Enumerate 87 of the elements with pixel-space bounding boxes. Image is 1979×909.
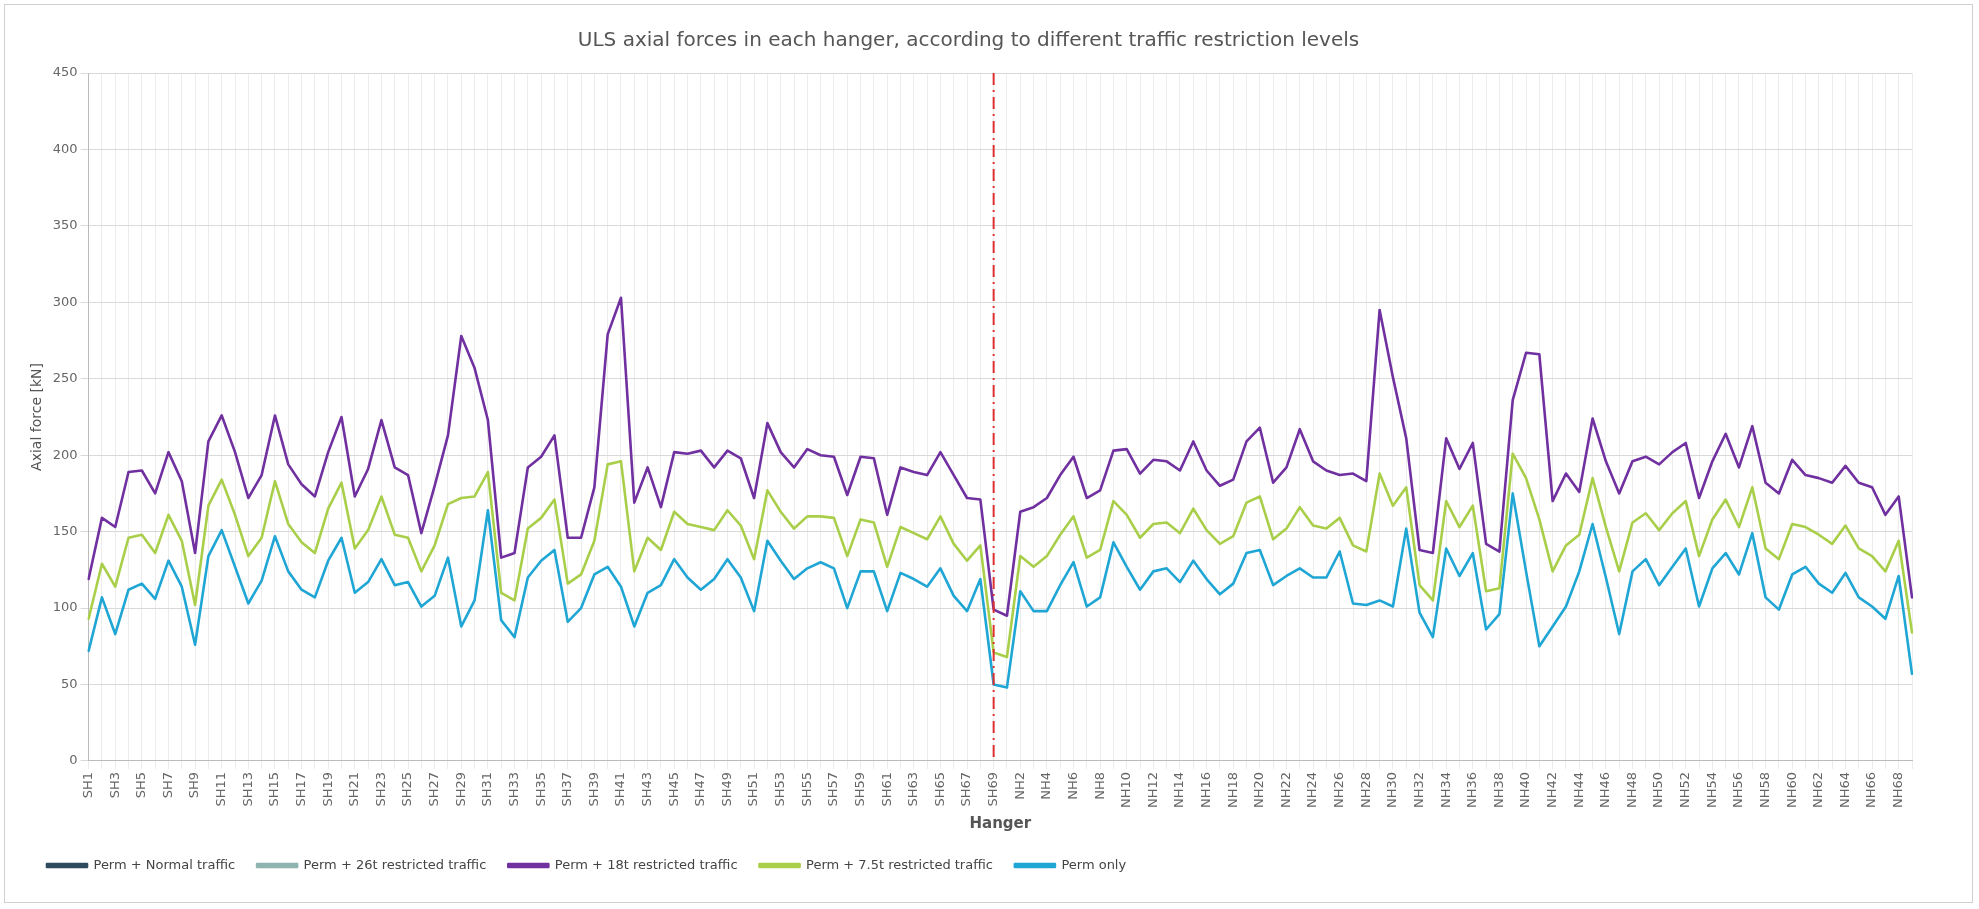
x-tick-label: SH23 [372,771,388,807]
x-tick-label: NH44 [1570,771,1586,808]
x-tick-label: NH48 [1623,771,1639,808]
x-tick-label: NH14 [1171,771,1187,808]
x-tick-label: NH60 [1783,771,1799,808]
y-tick-label: 450 [52,64,78,80]
x-tick-label: SH25 [399,771,415,807]
y-tick-label: 100 [52,599,78,615]
y-tick-label: 150 [52,523,78,539]
x-tick-label: NH36 [1464,771,1480,808]
x-tick-label: NH30 [1384,771,1400,808]
x-tick-label: SH67 [958,771,974,807]
x-tick-label: SH3 [106,771,122,799]
x-tick-label: SH29 [452,771,468,807]
y-tick-label: 50 [61,675,78,691]
x-tick-label: SH15 [266,771,282,807]
x-tick-label: NH62 [1810,771,1826,808]
y-axis-title: Axial force [kN] [28,363,45,471]
x-axis-title: Hanger [969,813,1032,832]
x-tick-label: NH40 [1517,771,1533,808]
x-tick-label: SH7 [159,771,175,799]
x-tick-label: NH12 [1144,771,1160,808]
x-tick-label: NH24 [1304,771,1320,808]
x-tick-label: NH28 [1357,771,1373,808]
x-tick-label: NH42 [1544,771,1560,808]
x-tick-label: SH37 [559,771,575,807]
x-tick-label: SH47 [692,771,708,807]
x-tick-label: NH16 [1197,771,1213,808]
x-tick-label: SH69 [985,771,1001,807]
x-tick-label: NH68 [1890,771,1906,808]
x-tick-label: NH10 [1118,771,1134,808]
x-tick-label: NH64 [1836,771,1852,808]
x-tick-label: SH65 [931,771,947,807]
x-tick-label: SH19 [319,771,335,807]
y-tick-label: 400 [52,140,78,156]
legend-label: Perm + 7.5t restricted traffic [806,856,993,872]
y-tick-label: 300 [52,293,78,309]
x-tick-label: NH2 [1011,771,1027,800]
y-tick-label: 350 [52,217,78,233]
x-tick-label: SH17 [292,771,308,807]
x-tick-label: SH43 [638,771,654,807]
x-tick-label: SH61 [878,771,894,807]
x-tick-label: NH54 [1703,771,1719,808]
y-tick-label: 0 [69,752,78,768]
x-tick-label: SH35 [532,771,548,807]
x-tick-label: NH52 [1677,771,1693,808]
x-tick-label: NH46 [1597,771,1613,808]
x-tick-label: SH11 [213,771,229,807]
legend-label: Perm + 26t restricted traffic [303,856,487,872]
x-tick-label: SH33 [505,771,521,807]
x-tick-label: NH56 [1730,771,1746,808]
x-tick-label: SH53 [772,771,788,807]
legend-label: Perm only [1061,856,1127,872]
x-tick-label: SH55 [798,771,814,807]
x-tick-label: SH49 [718,771,734,807]
x-tick-label: SH45 [665,771,681,807]
x-tick-label: NH8 [1091,771,1107,800]
y-tick-label: 250 [52,370,78,386]
x-tick-label: NH20 [1251,771,1267,808]
x-tick-label: NH6 [1064,771,1080,800]
x-tick-label: NH66 [1863,771,1879,808]
x-tick-label: NH34 [1437,771,1453,808]
x-tick-label: SH31 [479,771,495,807]
x-tick-label: NH38 [1490,771,1506,808]
x-tick-label: SH5 [133,771,149,799]
x-tick-label: SH63 [905,771,921,807]
x-tick-label: SH59 [851,771,867,807]
x-tick-label: SH27 [426,771,442,807]
chart-title: ULS axial forces in each hanger, according to different traffic restriction levels [577,27,1360,52]
x-tick-label: SH57 [825,771,841,807]
x-tick-label: SH21 [346,771,362,807]
x-tick-label: SH39 [585,771,601,807]
x-tick-label: SH1 [79,771,95,799]
x-tick-label: NH22 [1277,771,1293,808]
legend-label: Perm + 18t restricted traffic [554,856,738,872]
x-tick-label: NH32 [1410,771,1426,808]
x-tick-label: SH41 [612,771,628,807]
legend-label: Perm + Normal traffic [93,856,236,872]
y-tick-label: 200 [52,446,78,462]
x-tick-label: NH50 [1650,771,1666,808]
x-tick-label: NH26 [1331,771,1347,808]
x-tick-label: SH51 [745,771,761,807]
x-tick-label: SH13 [239,771,255,807]
x-tick-label: NH58 [1756,771,1772,808]
x-tick-label: NH18 [1224,771,1240,808]
x-tick-label: SH9 [186,771,202,799]
x-tick-label: NH4 [1038,771,1054,800]
